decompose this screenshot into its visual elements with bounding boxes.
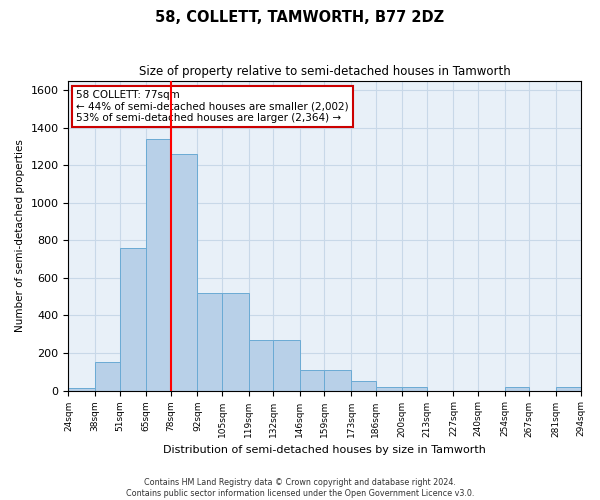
Bar — [376, 387, 402, 390]
Bar — [171, 154, 197, 390]
Bar — [222, 293, 248, 390]
Bar — [505, 387, 529, 390]
Bar — [556, 387, 581, 390]
Title: Size of property relative to semi-detached houses in Tamworth: Size of property relative to semi-detach… — [139, 65, 511, 78]
Bar — [68, 388, 95, 390]
Text: 58, COLLETT, TAMWORTH, B77 2DZ: 58, COLLETT, TAMWORTH, B77 2DZ — [155, 10, 445, 25]
Bar — [146, 139, 171, 390]
Bar — [119, 248, 146, 390]
Y-axis label: Number of semi-detached properties: Number of semi-detached properties — [15, 139, 25, 332]
Bar — [351, 381, 376, 390]
X-axis label: Distribution of semi-detached houses by size in Tamworth: Distribution of semi-detached houses by … — [163, 445, 486, 455]
Text: Contains HM Land Registry data © Crown copyright and database right 2024.
Contai: Contains HM Land Registry data © Crown c… — [126, 478, 474, 498]
Bar — [248, 340, 273, 390]
Text: 58 COLLETT: 77sqm
← 44% of semi-detached houses are smaller (2,002)
53% of semi-: 58 COLLETT: 77sqm ← 44% of semi-detached… — [76, 90, 349, 123]
Bar — [402, 387, 427, 390]
Bar — [197, 293, 222, 390]
Bar — [95, 362, 119, 390]
Bar — [300, 370, 325, 390]
Bar — [273, 340, 300, 390]
Bar — [325, 370, 351, 390]
